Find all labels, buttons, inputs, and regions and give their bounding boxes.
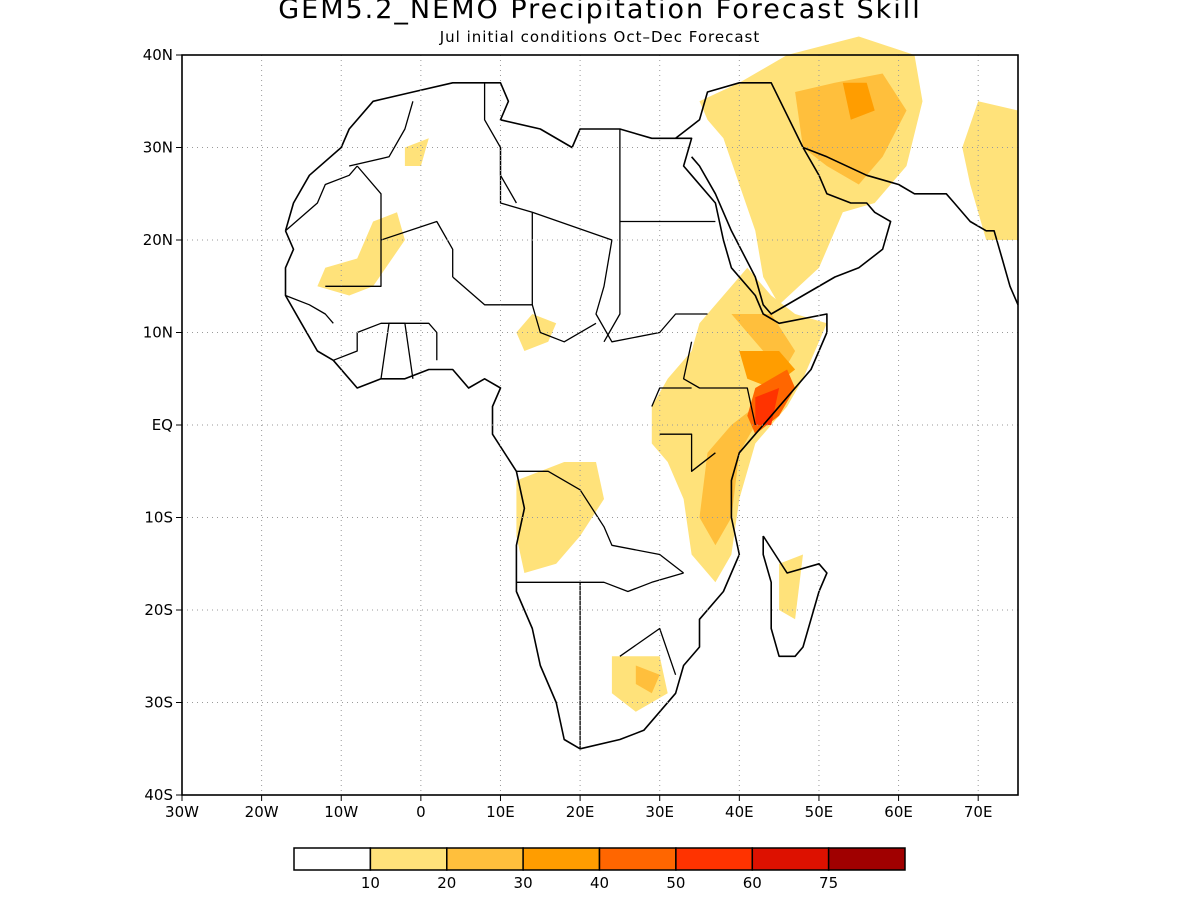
latitude-tick-label: 40S [144,786,173,804]
skill-region-level-1 [699,36,923,305]
country-border-3 [325,240,382,287]
country-border-21 [285,294,334,324]
longitude-tick-label: 0 [416,803,426,821]
country-border-0 [349,101,414,167]
country-border-2 [356,165,382,240]
country-border-16 [516,572,684,593]
country-border-9 [595,239,708,343]
legend-swatch [293,847,372,871]
skill-region-level-2 [699,314,796,546]
longitude-tick-label: 70E [964,803,993,821]
latitude-tick-label: 20S [144,601,173,619]
legend-swatch [598,847,677,871]
coastline-0 [284,82,828,750]
latitude-tick-label: 30S [144,694,173,712]
legend-label: 50 [666,874,685,892]
country-borders-layer [285,82,756,749]
longitude-tick-label: 20E [566,803,595,821]
skill-region-level-1 [962,101,1018,240]
skill-region-level-1 [516,314,557,351]
legend-swatch [522,847,601,871]
longitude-tick-label: 20W [245,803,279,821]
legend-label: 60 [743,874,762,892]
country-border-4 [380,220,454,277]
legend-swatch [827,847,906,871]
longitude-tick-label: 60E [884,803,913,821]
legend-label: 75 [819,874,838,892]
country-border-6 [499,147,613,241]
skill-region-level-5 [755,388,780,425]
coastline-2 [675,82,892,315]
country-border-11 [531,304,597,343]
country-border-20 [380,322,414,379]
coastline-layer [284,82,1019,750]
skill-shading-layer [317,36,1018,712]
coastline-3 [802,146,1019,306]
longitude-tick-label: 30W [165,803,199,821]
legend-swatch [751,847,830,871]
legend-swatch [446,847,524,871]
legend-label: 20 [437,874,456,892]
country-border-18 [619,627,677,676]
legend-label: 10 [361,874,380,892]
country-border-1 [285,165,358,232]
longitude-tick-label: 10E [486,803,515,821]
legend-label: 30 [514,874,533,892]
skill-region-level-2 [795,73,907,185]
skill-region-level-1 [516,462,604,573]
country-border-10 [452,212,533,306]
skill-region-level-3 [842,82,875,120]
page-title: GEM5.2_NEMO Precipitation Forecast Skill [278,0,922,25]
latitude-tick-label: 10S [144,509,173,527]
latitude-tick-label: 10N [143,324,173,342]
legend-swatch [369,847,448,871]
latitude-tick-label: EQ [152,416,173,434]
longitude-tick-label: 50E [805,803,834,821]
skill-region-level-1 [317,212,405,296]
longitude-tick-label: 40E [725,803,754,821]
skill-region-level-2 [635,665,660,694]
country-border-15 [516,470,684,574]
latitude-tick-label: 30N [143,139,173,157]
longitude-tick-label: 30E [645,803,674,821]
country-border-14 [651,387,692,407]
legend-label: 40 [590,874,609,892]
latitude-tick-label: 20N [143,231,173,249]
latitude-tick-label: 40N [143,46,173,64]
longitude-tick-label: 10W [324,803,358,821]
graticule-layer [182,55,1018,795]
coastline-1 [762,535,828,658]
country-border-7 [603,129,621,343]
color-legend: 10 20 30 40 50 60 75 [293,847,906,892]
skill-region-level-1 [404,138,429,166]
legend-swatch [675,847,754,871]
country-border-13 [659,433,716,472]
page-subtitle: Jul initial conditions Oct–Dec Forecast [439,28,761,46]
country-border-12 [682,341,756,426]
